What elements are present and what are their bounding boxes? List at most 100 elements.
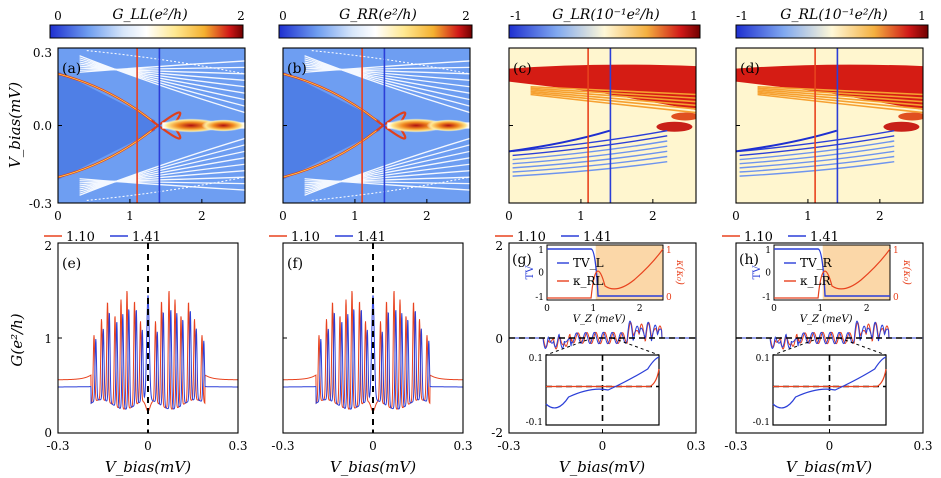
nonlocal-state-upper [530,90,696,107]
inset-xlabel: V_Z (meV) [573,314,626,325]
colorbar-d-gradient [735,24,929,39]
subgap-state-upper [304,63,470,88]
ytick-e-1: 1 [44,332,52,346]
ytick-g-neg2: -2 [491,426,503,440]
subgap-state-lower [304,176,470,184]
colorbar-b-max: 2 [462,9,470,23]
xtick-label: 0 [599,439,607,453]
subgap-state-lower [304,150,470,192]
subgap-state-upper [304,67,470,75]
line-frame [282,242,464,434]
ytick-a-neg0.3: -0.3 [29,197,52,211]
ytick-a-0.3: 0.3 [33,46,52,60]
subgap-state-lower [79,157,245,190]
inset-legend-kappa: κ_LR [800,274,831,288]
panel-label-g: (g) [512,252,532,268]
nonlocal-state-upper [530,89,696,103]
inset-xlabel: V_Z (meV) [800,314,853,325]
inset-xtick: 1 [818,304,824,314]
legend-label-red: 1.10 [517,230,546,245]
xtick-label: -0.3 [271,439,294,453]
nonlocal-state-upper [530,92,696,110]
legend-label-red: 1.10 [66,230,95,245]
inset-legend-kappa: κ_RL [573,274,604,288]
nonlocal-state-lower [512,140,668,161]
line-axes: -0.3 0 0.3 -0.3 0 0.3 -0.3 0 0.3 -0.3 0 0.3 [46,242,933,453]
inset-xtick: 2 [864,304,870,314]
colorbar-d-min: -1 [736,9,748,23]
inset-right-ytick: 1 [893,246,899,256]
nonlocal-state-lower [739,160,895,177]
nonlocal-state-lower [512,160,668,177]
nonlocal-state-upper [757,89,923,103]
inset-left-ylabel: TV [752,265,763,280]
line-panel-g [509,320,696,350]
colorbar-a-min: 0 [54,9,62,23]
inset-legend-tv: TV_L [573,256,604,270]
subgap-state-lower [79,137,245,196]
inset-zoom-red [546,368,660,388]
inset-xtick: 0 [771,304,777,314]
inset-kappa-curve [774,248,891,299]
subgap-state-lower [304,180,470,185]
inset-top-border [546,244,664,301]
xlabel-h: V_bias(mV) [786,458,872,476]
inset-zoom-blue [772,356,887,409]
colorbar-d-label: G_RL(10⁻¹e²/h) [780,7,887,23]
zoom-connector [839,337,887,356]
panel-label-a: (a) [62,61,81,77]
subgap-state-lower [304,178,470,191]
colorbar-b-gradient [278,24,473,39]
nonlocal-hotspot [671,112,696,121]
line-frame [57,242,239,434]
inset-topological-region [822,245,890,300]
heatmap-panel-b [283,48,470,203]
subgap-state-upper [79,57,245,107]
xlabel-e: V_bias(mV) [105,458,191,476]
xtick-label: 0 [505,209,513,223]
ytick-e-0: 0 [44,426,52,440]
line-panel-h [736,320,923,350]
nonlocal-state-upper [757,90,923,107]
zero-bias-peak [426,119,470,132]
inset-right-ytick: 0 [893,293,899,303]
inset-kappa-curve [547,248,664,299]
inset-left-ytick: -1 [535,293,544,303]
xtick-label: 0.3 [686,439,705,453]
inset-zoom-ytick: -0.1 [526,418,543,428]
inset-right-ylabel: κ(κ₀) [674,259,685,285]
xtick-label: 1 [577,209,585,223]
nonlocal-state-upper [530,87,696,99]
nonlocal-hotspot [656,121,693,132]
xtick-label: 0 [732,209,740,223]
subgap-state-upper [79,55,245,114]
nonlocal-state-upper [757,85,923,96]
inset-top-border [773,244,891,301]
xtick-label: 0 [826,439,834,453]
inset-left-ytick: -1 [762,293,771,303]
subgap-state-upper [304,60,470,73]
inset-zoom-red [773,368,887,388]
subgap-state-upper [79,63,245,88]
nonlocal-abs-lower [509,129,610,153]
subgap-state-lower [79,170,245,186]
line-panel-e [58,243,238,433]
band-edge-lower [86,176,245,201]
xtick-label: 0.3 [228,439,247,453]
colorbar-a-gradient [49,24,244,39]
inset-left-ytick: 0 [765,269,771,279]
nonlocal-state-upper [530,93,696,114]
inset-right-ylabel: κ(κ₀) [901,259,912,285]
band-edge-lower [311,176,470,201]
subgap-state-lower [304,144,470,194]
inset-zoom-blue [545,356,660,409]
zoom-connector [545,337,593,356]
series-line-1.10 [736,321,923,350]
xtick-label: 0.3 [913,439,932,453]
heatmap-axes: 0 1 2 0 1 2 0 1 2 0 1 2 [54,47,924,223]
nonlocal-state-lower [512,155,668,173]
colorbar-d-max: 1 [918,9,926,23]
subgap-state-lower [79,176,245,184]
inset-tv-curve [547,248,663,297]
